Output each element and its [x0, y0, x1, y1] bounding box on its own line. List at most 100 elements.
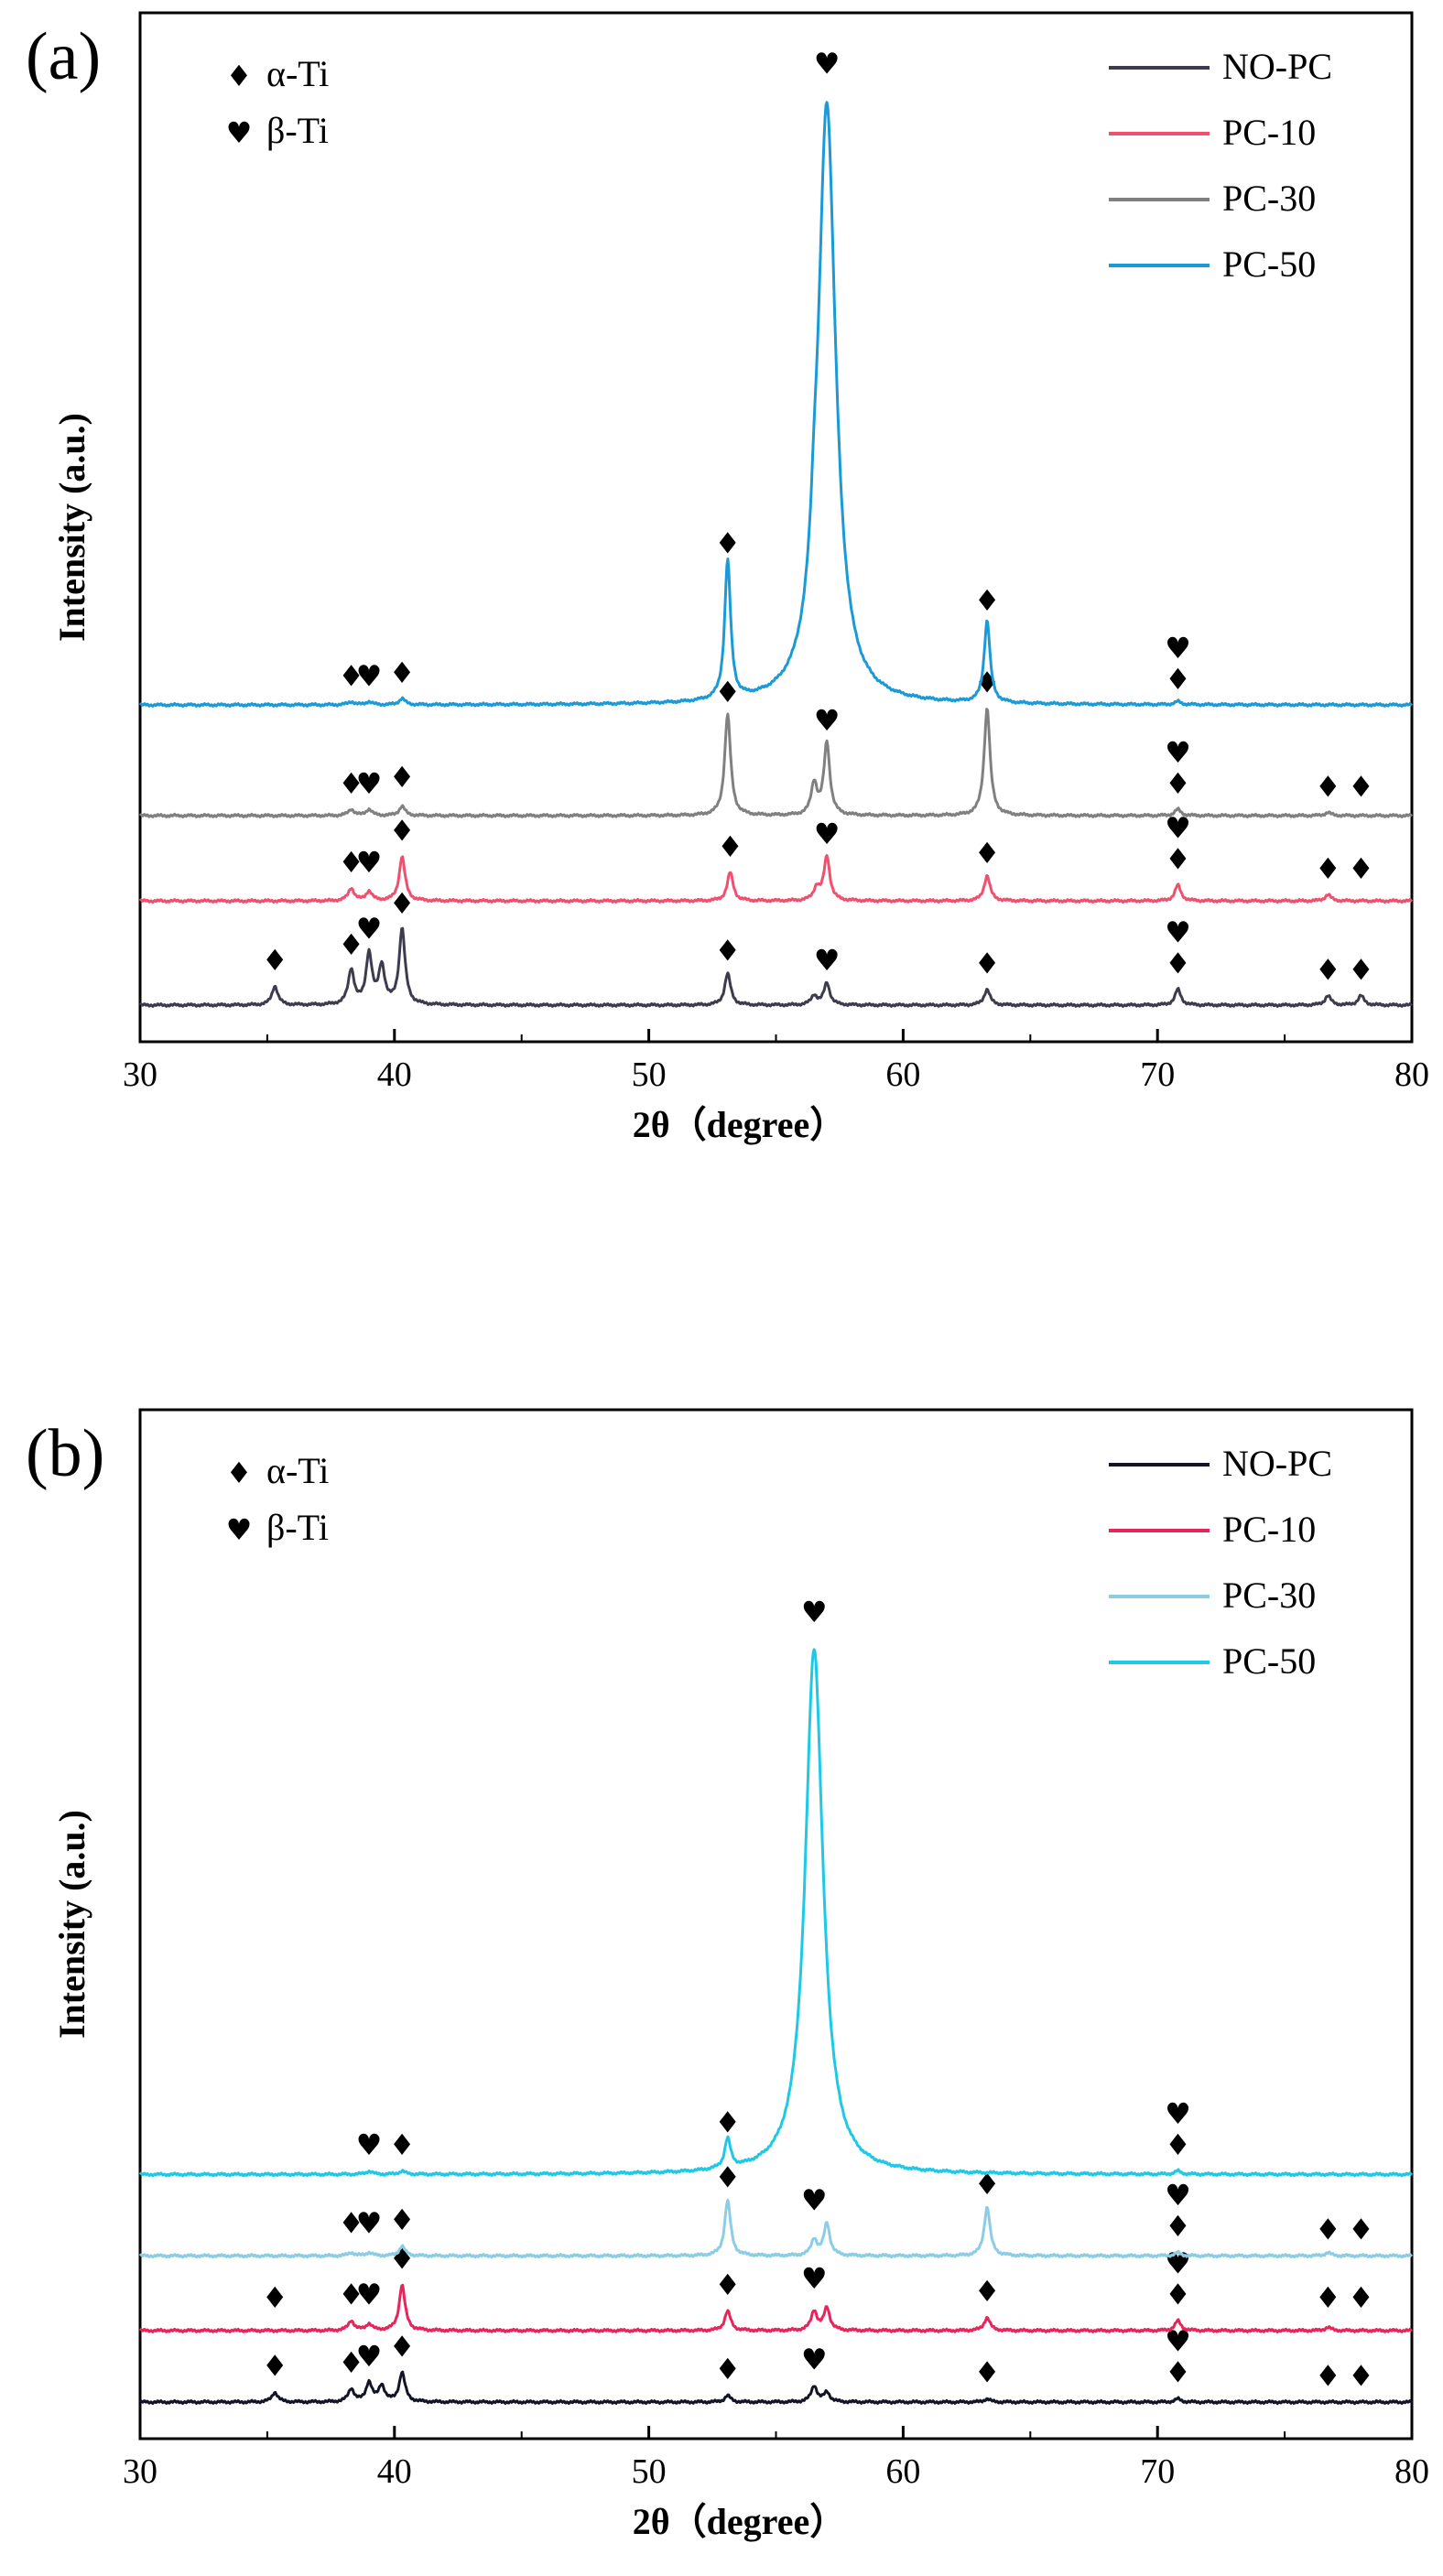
- alpha-ti-marker-icon: ♦: [714, 526, 741, 561]
- series-line-no-pc: [138, 2370, 1414, 2406]
- alpha-ti-marker-icon: ♦: [714, 2352, 741, 2387]
- alpha-ti-marker-icon: ♦: [974, 836, 1001, 871]
- alpha-ti-marker-icon: ♦: [714, 934, 741, 969]
- alpha-ti-marker-icon: ♦: [1165, 662, 1191, 697]
- legend-label: PC-50: [1222, 1640, 1316, 1682]
- series-line-pc-30: [138, 708, 1414, 818]
- beta-ti-marker-icon: ♥: [356, 2127, 383, 2162]
- alpha-ti-marker-icon: ♦: [338, 2345, 364, 2380]
- panel-label: (b): [26, 1416, 104, 1491]
- alpha-ti-marker-icon: ♦: [389, 2203, 416, 2237]
- alpha-ti-marker-icon: ♦: [974, 665, 1001, 699]
- y-axis-title: Intensity (a.u.): [51, 1810, 92, 2039]
- x-tick-label: 80: [1394, 2452, 1429, 2491]
- beta-ti-marker-icon: ♥: [1165, 631, 1191, 666]
- alpha-ti-marker-icon: ♦: [1315, 952, 1341, 987]
- series-line-no-pc: [138, 926, 1414, 1008]
- alpha-ti-marker-icon: ♦: [1348, 2213, 1374, 2247]
- beta-ti-marker-icon: ♥: [1165, 2096, 1191, 2131]
- x-axis-title: 2θ（degree）: [633, 1104, 846, 1145]
- x-tick-label: 50: [632, 2452, 667, 2491]
- series-line-pc-10: [138, 2283, 1414, 2333]
- beta-ti-marker-icon: ♥: [801, 1595, 828, 1629]
- legend-label: PC-10: [1222, 112, 1316, 153]
- panel-b: 30 40 50 60 70 80 2θ（degree） Intensity (a.u.) (b…: [26, 1408, 1429, 2542]
- alpha-ti-marker-icon: ♦: [1165, 2127, 1191, 2162]
- x-tick-label: 50: [632, 1055, 667, 1094]
- beta-ti-marker-icon: ♥: [356, 845, 383, 880]
- phase-legend-label: α-Ti: [266, 1450, 329, 1491]
- alpha-ti-marker-icon: ♦: [1165, 842, 1191, 877]
- alpha-ti-marker-icon: ♦: [338, 845, 364, 880]
- x-tick-label: 40: [377, 1055, 412, 1094]
- beta-ti-marker-icon: ♥: [356, 2278, 383, 2312]
- x-tick-label: 60: [885, 1055, 920, 1094]
- beta-ti-marker-icon: ♥: [356, 912, 383, 947]
- x-tick-label: 70: [1140, 2452, 1175, 2491]
- beta-ti-marker-icon: ♥: [1165, 2178, 1191, 2213]
- legend-label: PC-50: [1222, 244, 1316, 285]
- legend-label: PC-10: [1222, 1509, 1316, 1550]
- alpha-ti-diamond-icon: ♦: [226, 1456, 253, 1490]
- beta-ti-heart-icon: ♥: [226, 1512, 253, 1547]
- alpha-ti-marker-icon: ♦: [1165, 947, 1191, 981]
- alpha-ti-marker-icon: ♦: [974, 583, 1001, 618]
- beta-ti-marker-icon: ♥: [356, 766, 383, 801]
- alpha-ti-marker-icon: ♦: [1315, 2280, 1341, 2315]
- x-tick-label: 70: [1140, 1055, 1175, 1094]
- beta-ti-marker-icon: ♥: [814, 943, 841, 978]
- alpha-ti-marker-icon: ♦: [338, 766, 364, 801]
- alpha-ti-marker-icon: ♦: [1315, 769, 1341, 804]
- phase-legend-label: α-Ti: [266, 53, 329, 94]
- alpha-ti-marker-icon: ♦: [1165, 766, 1191, 801]
- legend-label: PC-30: [1222, 178, 1316, 219]
- alpha-ti-marker-icon: ♦: [1165, 2355, 1191, 2390]
- y-axis-title: Intensity (a.u.): [51, 413, 92, 642]
- phase-legend-label: β-Ti: [266, 1507, 329, 1548]
- alpha-ti-marker-icon: ♦: [389, 2127, 416, 2162]
- alpha-ti-marker-icon: ♦: [338, 2278, 364, 2312]
- alpha-ti-marker-icon: ♦: [1315, 851, 1341, 886]
- x-tick-label: 30: [123, 2452, 157, 2491]
- alpha-ti-marker-icon: ♦: [338, 659, 364, 694]
- alpha-ti-marker-icon: ♦: [262, 2349, 288, 2384]
- x-axis-title: 2θ（degree）: [633, 2501, 846, 2542]
- series-line-pc-50: [138, 101, 1414, 709]
- panel-a: 30 40 50 60 70 80 2θ（degree） Intensity (a.u.) (a…: [26, 11, 1429, 1145]
- alpha-ti-marker-icon: ♦: [714, 2105, 741, 2139]
- legend-label: NO-PC: [1222, 1443, 1332, 1484]
- beta-ti-marker-icon: ♥: [1165, 735, 1191, 770]
- beta-ti-marker-icon: ♥: [801, 2183, 828, 2218]
- alpha-ti-marker-icon: ♦: [338, 2205, 364, 2240]
- beta-ti-marker-icon: ♥: [801, 2343, 828, 2377]
- alpha-ti-marker-icon: ♦: [389, 760, 416, 795]
- alpha-ti-marker-icon: ♦: [389, 2329, 416, 2364]
- alpha-ti-marker-icon: ♦: [1165, 2209, 1191, 2244]
- alpha-ti-marker-icon: ♦: [262, 2280, 288, 2315]
- alpha-ti-marker-icon: ♦: [262, 943, 288, 978]
- panel-label: (a): [26, 19, 101, 94]
- x-tick-label: 30: [123, 1055, 157, 1094]
- alpha-ti-marker-icon: ♦: [1348, 2358, 1374, 2393]
- alpha-ti-marker-icon: ♦: [714, 2160, 741, 2195]
- legend-label: NO-PC: [1222, 46, 1332, 87]
- x-tick-label: 80: [1394, 1055, 1429, 1094]
- alpha-ti-marker-icon: ♦: [714, 2268, 741, 2302]
- alpha-ti-marker-icon: ♦: [389, 655, 416, 690]
- beta-ti-marker-icon: ♥: [1165, 915, 1191, 950]
- series-line-pc-30: [138, 2198, 1414, 2259]
- alpha-ti-marker-icon: ♦: [1315, 2358, 1341, 2393]
- series-line-pc-10: [138, 854, 1414, 904]
- beta-ti-marker-icon: ♥: [814, 817, 841, 851]
- alpha-ti-marker-icon: ♦: [1348, 769, 1374, 804]
- alpha-ti-marker-icon: ♦: [338, 927, 364, 962]
- alpha-ti-marker-icon: ♦: [717, 829, 743, 864]
- x-tick-label: 60: [885, 2452, 920, 2491]
- beta-ti-marker-icon: ♥: [356, 2205, 383, 2240]
- alpha-ti-diamond-icon: ♦: [226, 59, 253, 93]
- beta-ti-marker-icon: ♥: [801, 2261, 828, 2296]
- alpha-ti-marker-icon: ♦: [389, 886, 416, 921]
- alpha-ti-marker-icon: ♦: [1348, 952, 1374, 987]
- alpha-ti-marker-icon: ♦: [974, 947, 1001, 981]
